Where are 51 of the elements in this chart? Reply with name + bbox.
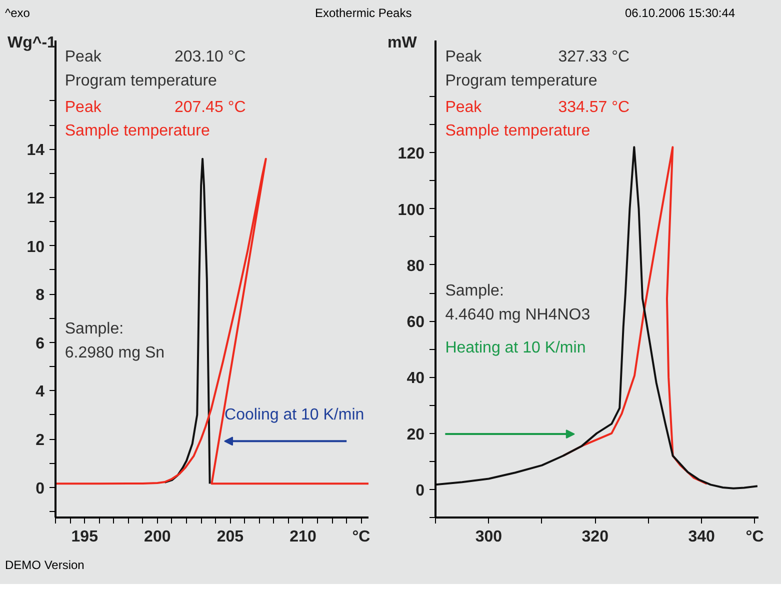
annotation: 203.10 °C bbox=[174, 48, 246, 66]
x-tick-label: 200 bbox=[144, 528, 171, 546]
y-tick-label: 14 bbox=[26, 142, 45, 160]
x-tick-label: °C bbox=[352, 528, 371, 546]
y-tick-label: 8 bbox=[36, 287, 45, 304]
text: DEMO Version bbox=[5, 557, 84, 574]
annotation: Peak bbox=[445, 98, 483, 116]
annotation: 4.4640 mg NH4NO3 bbox=[445, 306, 590, 324]
y-tick-label: 60 bbox=[406, 314, 425, 332]
annotation: Program temperature bbox=[64, 72, 218, 90]
annotation: Sample: bbox=[64, 320, 124, 338]
y-tick-label: 100 bbox=[398, 202, 425, 219]
x-tick-label: 300 bbox=[475, 528, 502, 546]
x-tick-label: 320 bbox=[582, 528, 609, 546]
annotation: 327.33 °C bbox=[558, 48, 630, 66]
annotation: Heating at 10 K/min bbox=[445, 340, 586, 357]
annotation: Program temperature bbox=[445, 72, 598, 90]
y-tick-label: 6 bbox=[36, 335, 45, 352]
y-tick-label: 2 bbox=[36, 432, 45, 450]
line-series bbox=[436, 146, 758, 490]
y-tick-label: 4 bbox=[36, 384, 45, 401]
annotation: Peak bbox=[64, 48, 102, 66]
annotation: Peak bbox=[445, 48, 483, 66]
x-tick-label: 340 bbox=[688, 528, 716, 546]
annotation: Sample: bbox=[445, 282, 504, 300]
y-tick-label: 0 bbox=[416, 482, 425, 500]
y-tick-label: 120 bbox=[398, 146, 425, 163]
line-series bbox=[164, 158, 211, 485]
annotation: 6.2980 mg Sn bbox=[64, 344, 165, 362]
x-tick-label: 210 bbox=[290, 528, 316, 546]
x-tick-label: 195 bbox=[71, 528, 98, 546]
annotation: Sample temperature bbox=[64, 122, 210, 140]
y-tick-label: 0 bbox=[36, 480, 45, 498]
y-tick-label: 12 bbox=[26, 190, 45, 208]
y-tick-label: 10 bbox=[26, 238, 45, 256]
annotation: Sample temperature bbox=[445, 122, 590, 140]
y-axis-title: Wg^-1 bbox=[8, 34, 56, 52]
y-axis-title: mW bbox=[388, 34, 418, 52]
x-tick-label: °C bbox=[746, 528, 764, 546]
line-series bbox=[56, 158, 368, 485]
y-tick-label: 40 bbox=[406, 370, 425, 388]
chart-title: Exothermic Peaks bbox=[315, 5, 412, 22]
text: 06.10.2006 15:30:44 bbox=[625, 5, 736, 22]
x-tick-label: 205 bbox=[216, 528, 244, 546]
annotation: Cooling at 10 K/min bbox=[224, 406, 364, 424]
annotation: Peak bbox=[64, 98, 102, 116]
y-tick-label: 20 bbox=[406, 426, 425, 444]
y-tick-label: 80 bbox=[406, 258, 425, 275]
annotation: 207.45 °C bbox=[174, 98, 246, 116]
text: ^exo bbox=[5, 5, 30, 22]
annotation: 334.57 °C bbox=[558, 98, 630, 116]
